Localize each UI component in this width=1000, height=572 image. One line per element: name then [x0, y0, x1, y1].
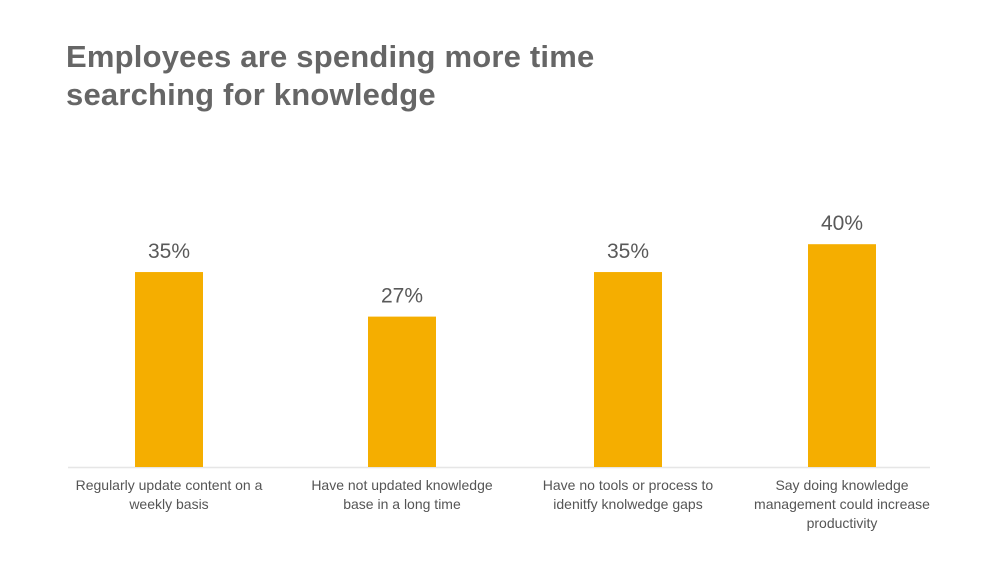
- bar-4: [808, 244, 876, 467]
- bar-3: [594, 272, 662, 467]
- bar-1: [135, 272, 203, 467]
- data-label-2: 27%: [381, 285, 423, 308]
- category-label-4: management could increase: [754, 496, 930, 512]
- category-label-4: productivity: [807, 515, 878, 531]
- data-label-1: 35%: [148, 240, 190, 263]
- data-label-3: 35%: [607, 240, 649, 263]
- category-label-2: base in a long time: [343, 496, 461, 512]
- category-label-1: weekly basis: [128, 496, 208, 512]
- category-label-3: Have no tools or process to: [543, 477, 714, 493]
- category-label-1: Regularly update content on a: [76, 477, 263, 493]
- category-label-4: Say doing knowledge: [775, 477, 908, 493]
- category-label-2: Have not updated knowledge: [311, 477, 493, 493]
- bar-2: [368, 316, 436, 467]
- chart-title: Employees are spending more time searchi…: [66, 39, 595, 112]
- category-label-3: idenitfy knolwedge gaps: [553, 496, 702, 512]
- data-label-4: 40%: [821, 212, 863, 235]
